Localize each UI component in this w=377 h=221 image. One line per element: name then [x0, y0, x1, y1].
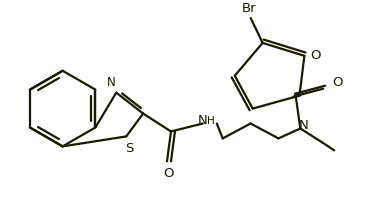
Text: O: O [163, 167, 173, 180]
Text: H: H [207, 116, 215, 126]
Text: O: O [310, 49, 320, 62]
Text: Br: Br [241, 2, 256, 15]
Text: O: O [332, 76, 342, 89]
Text: S: S [125, 142, 133, 155]
Text: N: N [198, 114, 208, 127]
Text: N: N [299, 119, 308, 132]
Text: N: N [107, 76, 116, 89]
